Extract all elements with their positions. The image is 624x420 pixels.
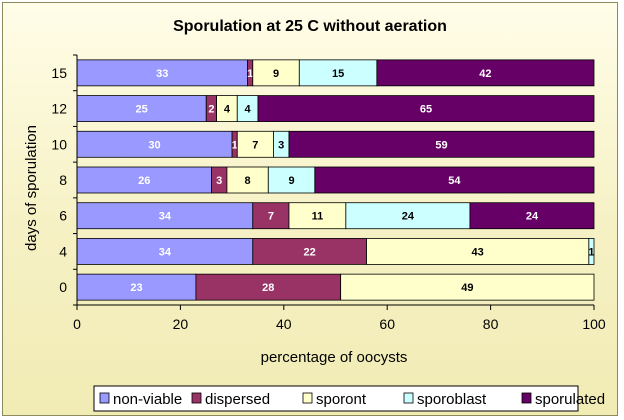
- bar-segment-non-viable-day-15: [76, 59, 249, 87]
- bar-segment-sporont-day-4: [366, 238, 590, 265]
- data-label: 42: [479, 68, 491, 80]
- y-tick-label: 6: [59, 208, 67, 224]
- x-tick-label: 60: [379, 316, 395, 332]
- bar-segment-dispersed-day-0: [195, 273, 342, 301]
- data-label: 54: [448, 175, 461, 187]
- data-label: 43: [472, 246, 484, 258]
- bar-segment-sporoblast-day-15: [298, 59, 378, 87]
- data-label: 25: [136, 104, 148, 116]
- bar-segment-sporoblast-day-4: [588, 238, 595, 265]
- y-tick-label: 15: [51, 65, 67, 81]
- y-tick-label: 4: [59, 243, 67, 259]
- bar-segment-non-viable-day-0: [76, 273, 197, 301]
- bar-segment-sporoblast-day-6: [345, 202, 471, 230]
- x-axis-label: percentage of oocysts: [261, 349, 408, 366]
- bar-segment-sporulated-day-15: [376, 59, 595, 87]
- data-label: 33: [156, 68, 168, 80]
- data-label: 34: [159, 211, 172, 223]
- legend-swatch-sporoblast: [403, 392, 414, 404]
- data-label: 7: [252, 139, 258, 151]
- data-label: 7: [268, 211, 274, 223]
- x-tick-label: 0: [73, 316, 81, 332]
- x-ticks-group: 0 20 40 60 80 100: [73, 305, 606, 332]
- bar-segment-dispersed-day-6: [252, 202, 290, 230]
- data-label: 28: [262, 282, 274, 294]
- data-label: 1: [232, 139, 238, 151]
- data-label: 4: [224, 104, 231, 116]
- data-label: 65: [420, 104, 432, 116]
- data-label: 1: [588, 246, 594, 258]
- data-label: 49: [461, 282, 473, 294]
- legend-label-non-viable: non-viable: [113, 391, 182, 408]
- y-axis-label: days of sporulation: [23, 125, 40, 251]
- y-tick-label: 12: [51, 101, 67, 117]
- x-tick-label: 40: [276, 316, 292, 332]
- data-label: 24: [526, 211, 539, 223]
- legend-items: non-viable dispersed sporont sporoblast spor…: [99, 391, 605, 408]
- data-label: 2: [208, 104, 214, 116]
- bar-segment-non-viable-day-4: [76, 238, 254, 265]
- data-label: 9: [273, 68, 279, 80]
- data-label: 4: [245, 104, 252, 116]
- bar-segment-sporont-day-0: [340, 273, 595, 301]
- data-label: 11: [312, 211, 324, 223]
- bar-segment-sporulated-day-6: [469, 202, 595, 230]
- bar-segment-non-viable-day-8: [76, 166, 212, 194]
- bar-segment-sporont-day-8: [226, 166, 269, 194]
- legend-label-dispersed: dispersed: [205, 391, 270, 408]
- data-label: 30: [148, 139, 160, 151]
- data-label: 26: [138, 175, 150, 187]
- data-label: 59: [435, 139, 447, 151]
- data-label: 8: [245, 175, 251, 187]
- data-label: 3: [216, 175, 222, 187]
- legend-swatch-sporont: [302, 392, 313, 404]
- legend-label-sporulated: sporulated: [535, 391, 605, 408]
- data-label: 34: [159, 246, 172, 258]
- data-label: 22: [304, 246, 316, 258]
- bar-segment-non-viable-day-6: [76, 202, 254, 230]
- data-label: 15: [332, 68, 344, 80]
- data-label: 9: [288, 175, 294, 187]
- legend-swatch-sporulated: [521, 392, 532, 404]
- data-label: 23: [130, 282, 142, 294]
- bar-segment-sporont-day-15: [252, 59, 300, 87]
- x-tick-label: 100: [582, 316, 606, 332]
- x-tick-label: 80: [483, 316, 499, 332]
- y-tick-label: 0: [59, 279, 67, 295]
- x-tick-label: 20: [173, 316, 189, 332]
- y-ticks-group: 0 4 6 8 10 12 15: [51, 54, 77, 306]
- bar-segment-sporulated-day-10: [288, 130, 595, 158]
- bar-segment-sporulated-day-12: [257, 95, 595, 122]
- bar-segment-sporulated-day-8: [314, 166, 595, 194]
- data-label: 3: [278, 139, 284, 151]
- legend-swatch-dispersed: [191, 392, 202, 404]
- legend-box: [93, 385, 579, 412]
- legend-label-sporoblast: sporoblast: [417, 391, 487, 408]
- bar-segment-sporont-day-6: [288, 202, 347, 230]
- legend: non-viable dispersed sporont sporoblast spor…: [93, 385, 605, 412]
- data-label: 1: [247, 68, 253, 80]
- legend-label-sporont: sporont: [316, 391, 367, 408]
- data-label: 24: [402, 211, 415, 223]
- legend-swatch-non-viable: [99, 392, 110, 404]
- chart-title: Sporulation at 25 C without aeration: [173, 18, 447, 35]
- bar-segment-non-viable-day-10: [76, 130, 233, 158]
- y-tick-label: 8: [59, 172, 67, 188]
- bar-segment-dispersed-day-4: [252, 238, 367, 265]
- y-tick-label: 10: [51, 136, 67, 152]
